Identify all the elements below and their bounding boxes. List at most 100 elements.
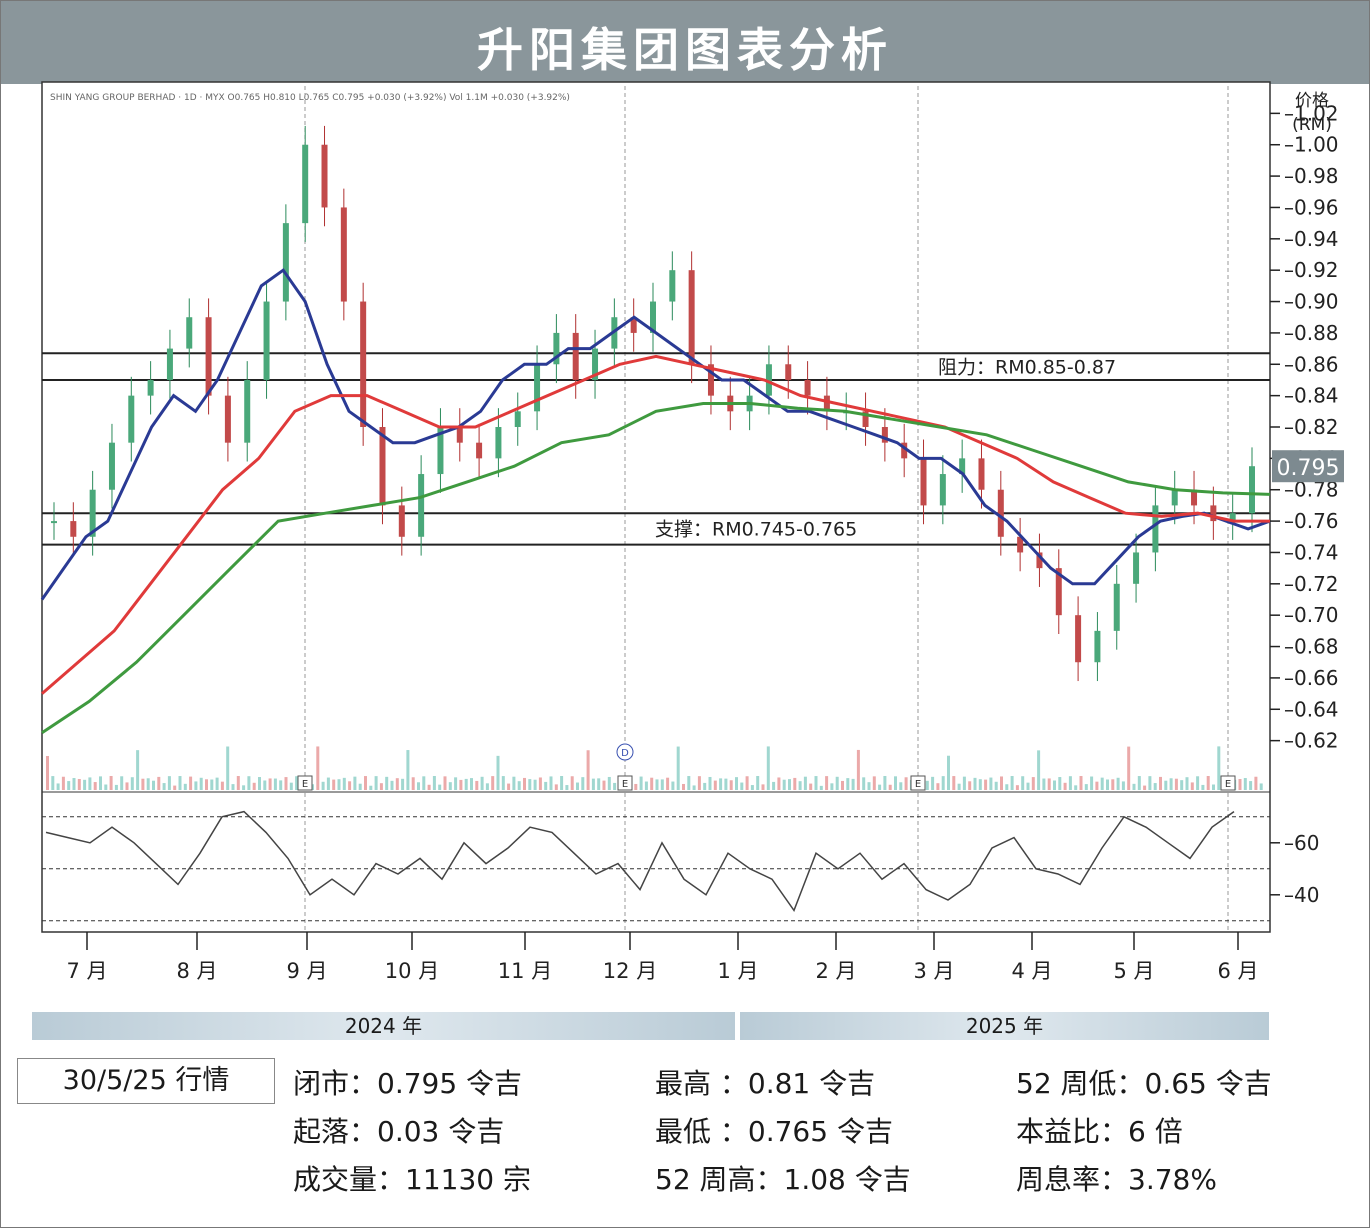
volume-bar [819,785,823,790]
volume-bar [957,783,961,790]
candle-body [224,395,231,443]
volume-bar [104,784,108,790]
candle-body [1191,489,1198,506]
volume-bar [109,776,113,790]
volume-bar [475,780,479,790]
volume-bar [167,776,171,790]
volume-bar [560,776,564,790]
volume-bar [856,749,860,790]
volume-bar [888,784,892,790]
chart-area: SHIN YANG GROUP BERHAD · 1D · MYX O0.765… [0,78,1370,1008]
volume-bar [480,776,484,790]
volume-bar [1174,778,1178,790]
volume-bar [189,776,193,790]
candle-body [688,270,695,365]
y-tick-label: –0.64 [1284,697,1339,721]
volume-bar [247,776,251,790]
volume-bar [1185,777,1189,790]
volume-bar [554,784,558,790]
volume-bar [1010,776,1014,790]
dividend-marker [616,743,634,761]
event-marker [1220,775,1236,791]
volume-bar [777,777,781,790]
volume-bar [496,755,500,790]
volume-bar [581,777,585,790]
volume-bar [798,781,802,790]
volume-bar [512,776,516,790]
candle-body [1017,536,1024,553]
y-tick-label: –0.88 [1284,321,1339,345]
volume-bar [120,776,124,790]
volume-bar [385,776,389,790]
volume-bar [93,782,97,790]
volume-bar [1090,776,1094,790]
volume-bar [411,777,415,790]
x-tick-label: 3 月 [913,959,954,983]
volume-bar [374,776,378,790]
volume-bar [788,779,791,790]
volume-bar [173,785,177,790]
candle-body [70,521,77,537]
volume-bar [1212,784,1215,790]
candle-body [51,521,57,524]
x-tick-label: 12 月 [603,959,657,983]
volume-bar [231,784,235,790]
x-tick-label: 4 月 [1011,959,1052,983]
volume-bar [1164,780,1168,790]
y-tick-label: –0.82 [1284,415,1339,439]
stat-52w-high: 52 周高：1.08 令吉 [655,1163,911,1196]
candle-body [572,332,579,380]
volume-bar [1026,782,1030,790]
volume-bar [1015,785,1019,790]
volume-bar [210,779,214,790]
volume-bar [570,776,574,790]
x-tick-label: 6 月 [1217,959,1258,983]
volume-bar [178,776,182,790]
x-tick-label: 5 月 [1113,959,1154,983]
volume-bar [925,780,929,790]
candle-body [128,395,135,443]
candle-body [302,144,309,224]
y-tick-label: –0.72 [1284,572,1339,596]
candle-body [1094,630,1101,663]
volume-bar [968,781,972,790]
volume-bar [931,776,935,790]
dividend-marker-label: D [621,748,629,759]
y-tick-label: –0.74 [1284,540,1339,564]
year-bar-2025: 2025 年 [740,1012,1269,1040]
volume-bar [141,778,145,790]
volume-bar [295,776,299,790]
y-tick-label: –0.86 [1284,352,1339,376]
volume-bar [162,783,166,790]
volume-bar [872,776,876,790]
volume-bar [236,776,240,790]
volume-bar [464,778,468,790]
y-tick-label: –0.96 [1284,195,1339,219]
candle-body [1055,568,1062,616]
volume-bar [809,783,813,790]
volume-bar [491,776,495,790]
volume-bar [846,778,850,790]
volume-bar [67,781,71,790]
candle-body [186,317,193,349]
volume-bar [242,785,246,790]
volume-bar [766,746,770,790]
volume-bar [417,782,420,790]
volume-bar [941,776,945,790]
candle-body [1249,466,1255,514]
volume-bar [379,783,383,790]
y-tick-label: –0.98 [1284,164,1339,188]
candle-body [1152,505,1159,553]
stat-high: 最高 ：0.81 令吉 [655,1067,876,1100]
y-tick-label: –1.00 [1284,133,1339,157]
volume-bar [273,778,277,790]
candle-body [514,411,521,427]
volume-bar [936,783,940,790]
candle-body [534,364,541,412]
volume-bar [432,776,436,790]
candle-body [553,332,560,365]
volume-bar [904,777,908,790]
volume-bar [1159,776,1162,790]
volume-bar [835,776,839,790]
volume-bar [962,776,966,790]
